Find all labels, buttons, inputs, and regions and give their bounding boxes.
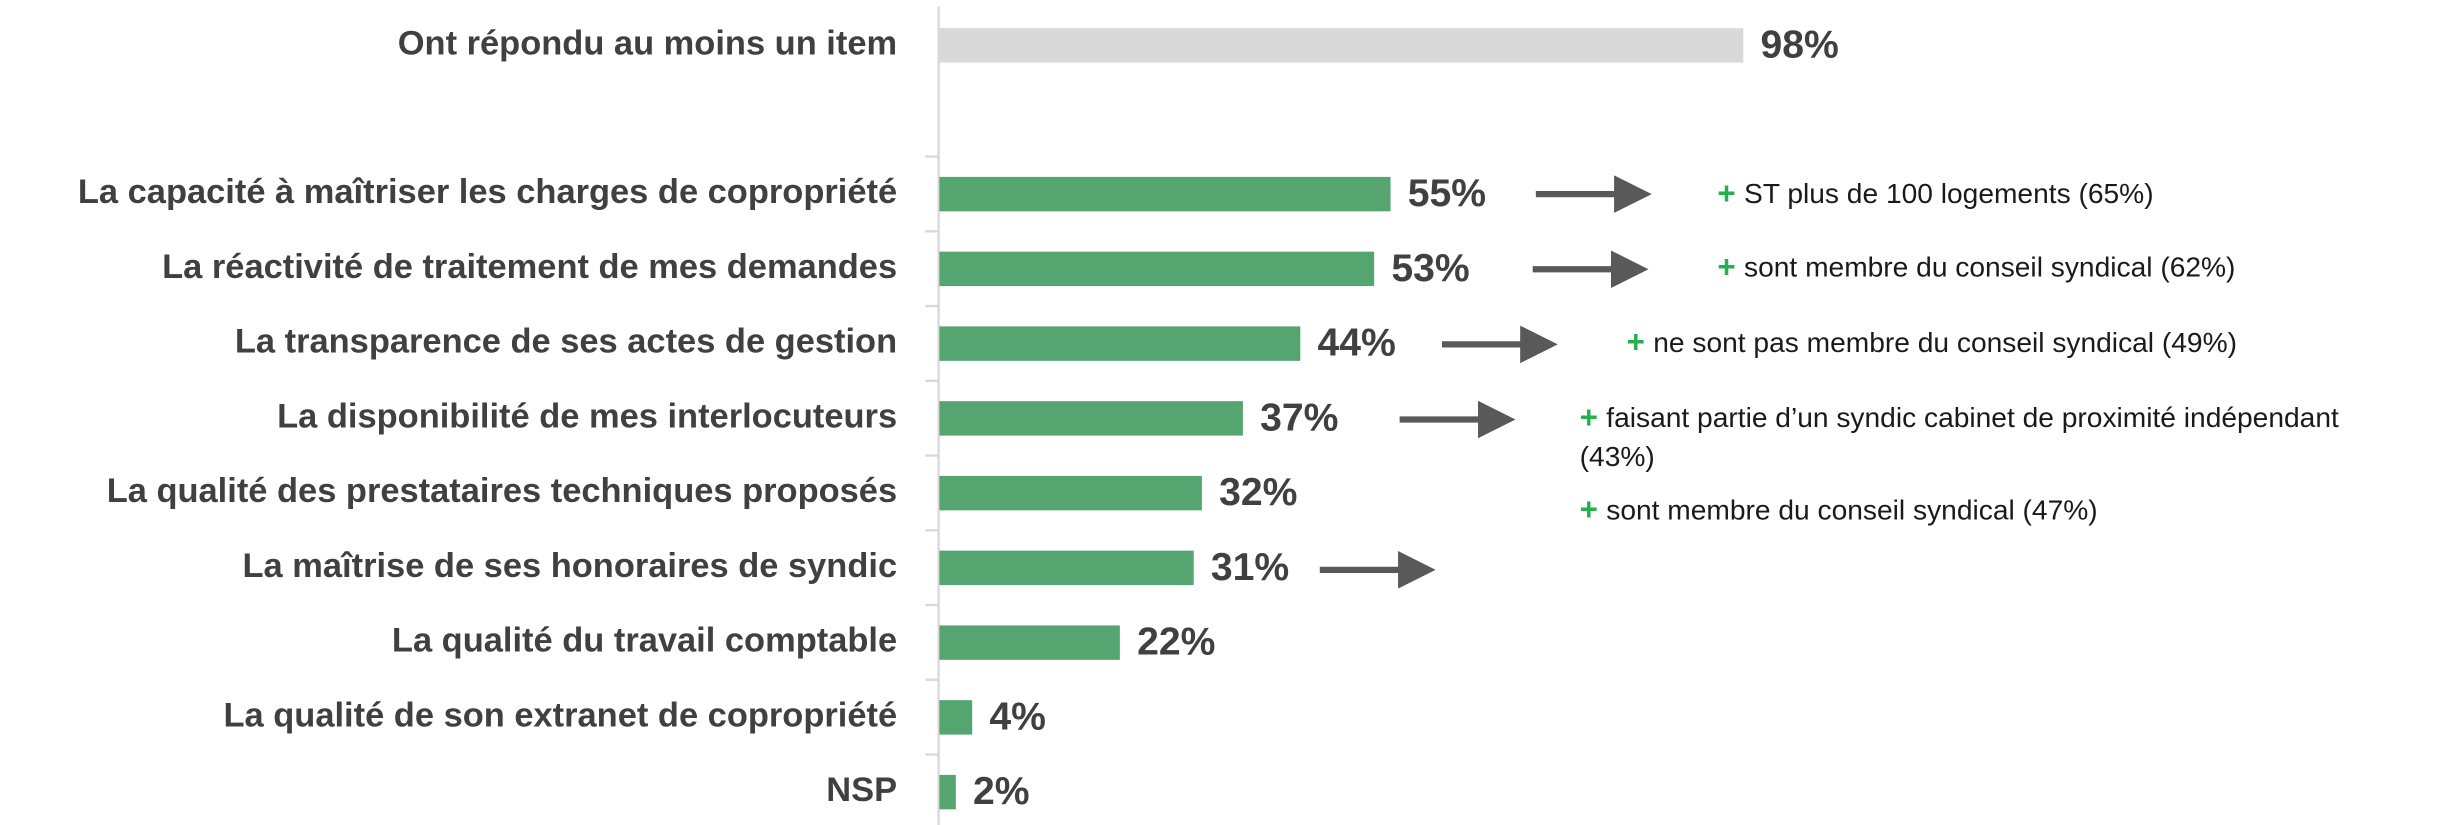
- annotation: sont membre du conseil syndical (47%): [1606, 493, 2097, 525]
- annotation-bullet: +: [1580, 400, 1598, 435]
- value-label: 32%: [1219, 471, 1297, 514]
- category-label: La qualité du travail comptable: [392, 622, 897, 660]
- annotation-bullet: +: [1717, 176, 1735, 211]
- annotation-bullet: +: [1627, 325, 1645, 360]
- value-label: 37%: [1260, 396, 1338, 439]
- annotation: faisant partie d’un syndic cabinet de pr…: [1606, 401, 2339, 433]
- value-label: 53%: [1391, 247, 1469, 290]
- category-label: La maîtrise de ses honoraires de syndic: [243, 547, 898, 585]
- bar: [939, 774, 956, 810]
- annotation-bullet: +: [1580, 492, 1598, 527]
- category-label: La qualité des prestataires techniques p…: [107, 472, 897, 510]
- annotation: (43%): [1580, 440, 1655, 472]
- bar: [939, 251, 1375, 287]
- category-label: La capacité à maîtriser les charges de c…: [78, 173, 897, 211]
- category-label: NSP: [826, 771, 897, 809]
- value-label: 22%: [1137, 621, 1215, 664]
- annotation: sont membre du conseil syndical (62%): [1744, 251, 2235, 283]
- bar: [939, 550, 1194, 586]
- category-label: Ont répondu au moins un item: [398, 24, 897, 62]
- category-label: La réactivité de traitement de mes deman…: [162, 248, 897, 286]
- value-label: 4%: [989, 695, 1046, 738]
- arrows: [1319, 175, 1652, 589]
- value-label: 55%: [1408, 172, 1486, 215]
- annotation-bullet: +: [1717, 250, 1735, 285]
- category-label: La transparence de ses actes de gestion: [235, 323, 897, 361]
- category-label: La qualité de son extranet de copropriét…: [224, 696, 898, 734]
- bar: [939, 401, 1243, 436]
- value-label: 44%: [1318, 322, 1396, 365]
- bar: [939, 326, 1301, 361]
- bar: [939, 176, 1391, 212]
- value-label: 2%: [973, 770, 1030, 813]
- category-label: La disponibilité de mes interlocuteurs: [277, 397, 897, 435]
- annotation: ne sont pas membre du conseil syndical (…: [1653, 326, 2237, 358]
- bar: [939, 700, 973, 735]
- bar: [939, 475, 1202, 511]
- value-label: 98%: [1761, 23, 1839, 66]
- annotation: ST plus de 100 logements (65%): [1744, 177, 2154, 209]
- bar: [939, 625, 1120, 660]
- value-label: 31%: [1211, 546, 1289, 589]
- bar: [939, 28, 1744, 63]
